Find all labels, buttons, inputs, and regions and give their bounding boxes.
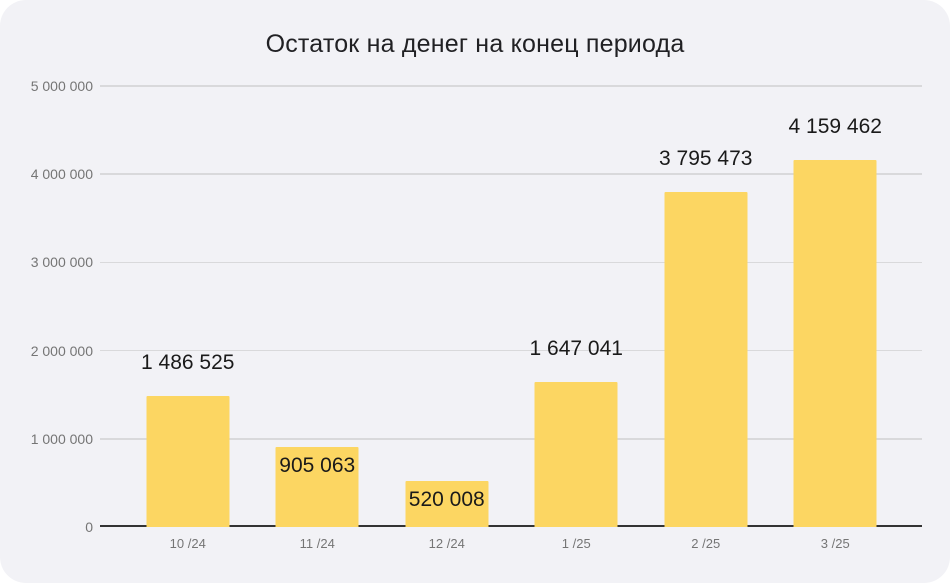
bar-value-label: 4 159 462 xyxy=(788,115,882,138)
bar[interactable] xyxy=(793,160,877,527)
bar[interactable] xyxy=(146,396,230,527)
bar[interactable] xyxy=(275,447,359,527)
y-tick-label: 0 xyxy=(85,519,93,535)
bar[interactable] xyxy=(664,192,748,527)
bar-slot: 520 008 12 /24 xyxy=(382,86,512,551)
gridline xyxy=(100,173,922,175)
plot-area: 0 1 000 000 2 000 000 3 000 000 4 000 000 5 0… xyxy=(31,78,922,551)
x-tick-label: 12 /24 xyxy=(428,536,465,551)
bar-slot: 905 063 11 /24 xyxy=(253,86,383,551)
gridline xyxy=(100,438,922,440)
bar-value-label: 1 647 041 xyxy=(529,337,623,360)
y-tick-label: 1 000 000 xyxy=(30,430,93,447)
x-tick-label: 3 /25 xyxy=(820,536,850,551)
bar-slot: 4 159 462 3 /25 xyxy=(771,86,901,551)
x-axis-baseline xyxy=(100,525,922,527)
bar-slot: 1 486 525 10 /24 xyxy=(123,86,253,551)
bar-value-label: 520 008 xyxy=(408,488,485,511)
y-tick-label: 2 000 000 xyxy=(30,342,93,359)
x-tick-label: 1 /25 xyxy=(561,536,591,551)
gridline xyxy=(100,85,922,87)
x-tick-label: 10 /24 xyxy=(169,536,206,551)
bars-container: 1 486 525 10 /24 905 063 11 /24 520 008 12 /2… xyxy=(123,86,901,551)
bar[interactable] xyxy=(405,481,489,527)
bar-slot: 3 795 473 2 /25 xyxy=(641,86,771,551)
y-tick-label: 4 000 000 xyxy=(30,166,93,183)
y-tick-label: 5 000 000 xyxy=(30,78,93,94)
chart-title: Остаток на денег на конец периода xyxy=(265,30,685,58)
x-tick-label: 11 /24 xyxy=(299,536,335,551)
bar[interactable] xyxy=(534,382,618,527)
y-tick-label: 3 000 000 xyxy=(30,254,93,271)
bar-value-label: 3 795 473 xyxy=(659,147,753,170)
gridline xyxy=(100,349,922,352)
bar-value-label: 905 063 xyxy=(279,454,356,477)
gridline xyxy=(100,261,922,264)
bar-value-label: 1 486 525 xyxy=(141,351,235,374)
bar-slot: 1 647 041 1 /25 xyxy=(512,86,642,551)
x-tick-label: 2 /25 xyxy=(691,536,721,551)
